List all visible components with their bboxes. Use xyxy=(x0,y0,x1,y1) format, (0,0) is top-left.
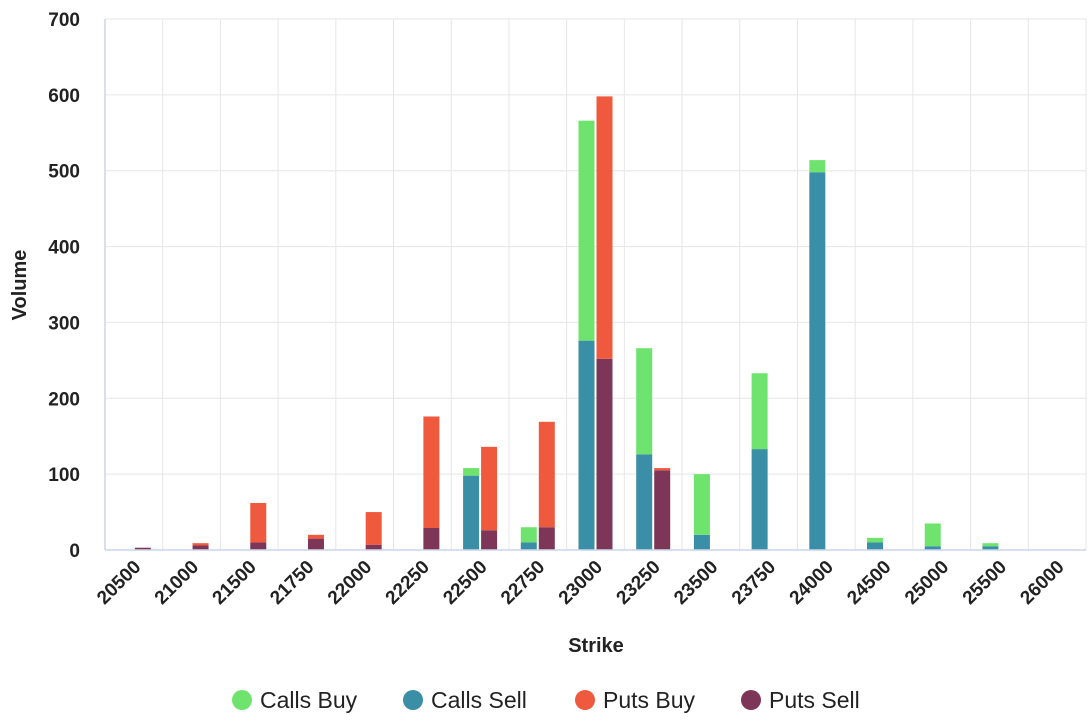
x-tick-label: 20500 xyxy=(93,557,145,609)
y-tick-label: 600 xyxy=(48,86,80,107)
y-axis-title: Volume xyxy=(9,250,31,321)
x-tick-label: 22000 xyxy=(324,557,376,609)
legend: Calls Buy Calls Sell Puts Buy Puts Sell xyxy=(232,687,860,713)
legend-label: Calls Buy xyxy=(260,687,358,713)
x-tick-label: 22750 xyxy=(497,557,549,609)
bar-puts-buy-21750[interactable] xyxy=(307,534,324,539)
legend-item-calls-sell[interactable]: Calls Sell xyxy=(403,687,527,713)
bar-calls-buy-23250[interactable] xyxy=(636,348,653,455)
bar-calls-sell-24000[interactable] xyxy=(809,172,826,550)
bar-puts-sell-21000[interactable] xyxy=(192,545,209,550)
bar-puts-buy-22500[interactable] xyxy=(481,446,498,531)
legend-item-calls-buy[interactable]: Calls Buy xyxy=(232,687,358,713)
bar-puts-sell-22500[interactable] xyxy=(481,530,498,550)
legend-marker xyxy=(741,690,761,710)
y-tick-label: 700 xyxy=(48,10,80,31)
x-tick-label: 21750 xyxy=(266,557,318,609)
legend-label: Puts Sell xyxy=(769,687,860,713)
bar-puts-buy-22250[interactable] xyxy=(423,416,440,529)
x-tick-label: 25000 xyxy=(901,557,953,609)
legend-label: Calls Sell xyxy=(431,687,527,713)
legend-marker xyxy=(403,690,423,710)
bar-calls-buy-24500[interactable] xyxy=(867,537,884,543)
x-tick-label: 23000 xyxy=(555,557,607,609)
x-tick-label: 23750 xyxy=(728,557,780,609)
x-axis-title: Strike xyxy=(568,635,624,657)
x-tick-label: 21500 xyxy=(209,557,261,609)
grid-lines xyxy=(105,18,1087,551)
x-tick-label: 24500 xyxy=(843,557,895,609)
bar-puts-buy-21000[interactable] xyxy=(192,543,209,546)
bar-puts-buy-22750[interactable] xyxy=(538,421,555,528)
legend-marker xyxy=(232,690,252,710)
bar-calls-sell-22500[interactable] xyxy=(463,475,480,550)
x-tick-label: 23250 xyxy=(613,557,665,609)
y-axis-ticks: 0 100 200 300 400 500 600 700 xyxy=(48,10,80,562)
legend-item-puts-buy[interactable]: Puts Buy xyxy=(575,687,696,713)
bar-puts-sell-22000[interactable] xyxy=(365,544,382,550)
y-tick-label: 200 xyxy=(48,389,80,410)
x-tick-label: 22250 xyxy=(382,557,434,609)
bar-calls-sell-23750[interactable] xyxy=(751,449,768,550)
x-tick-label: 26000 xyxy=(1016,557,1068,609)
bar-puts-buy-22000[interactable] xyxy=(365,512,382,545)
axes xyxy=(104,19,1086,551)
bar-puts-sell-22250[interactable] xyxy=(423,528,440,550)
bar-puts-buy-23000[interactable] xyxy=(596,96,613,359)
y-tick-label: 500 xyxy=(48,162,80,183)
bar-calls-sell-24500[interactable] xyxy=(867,542,884,550)
bar-puts-sell-21750[interactable] xyxy=(307,538,324,550)
bar-puts-sell-20500[interactable] xyxy=(134,547,151,550)
bar-calls-buy-25000[interactable] xyxy=(924,523,941,547)
bars xyxy=(134,96,999,550)
bar-calls-buy-23500[interactable] xyxy=(693,474,710,535)
y-tick-label: 100 xyxy=(48,465,80,486)
bar-puts-sell-23250[interactable] xyxy=(654,470,671,550)
bar-calls-sell-25000[interactable] xyxy=(924,546,941,550)
bar-calls-sell-23250[interactable] xyxy=(636,454,653,550)
x-tick-label: 22500 xyxy=(439,557,491,609)
y-tick-label: 400 xyxy=(48,238,80,259)
bar-calls-buy-23000[interactable] xyxy=(578,120,595,341)
bar-calls-buy-25500[interactable] xyxy=(982,543,999,547)
bar-puts-sell-21500[interactable] xyxy=(250,542,267,550)
legend-item-puts-sell[interactable]: Puts Sell xyxy=(741,687,860,713)
bar-calls-buy-24000[interactable] xyxy=(809,160,826,173)
y-tick-label: 300 xyxy=(48,313,80,334)
bar-calls-sell-22750[interactable] xyxy=(520,542,537,550)
bar-puts-buy-23250[interactable] xyxy=(654,468,671,471)
bar-calls-sell-23000[interactable] xyxy=(578,340,595,550)
x-tick-label: 25500 xyxy=(959,557,1011,609)
bar-puts-buy-21500[interactable] xyxy=(250,502,267,543)
x-tick-label: 24000 xyxy=(786,557,838,609)
bar-calls-sell-23500[interactable] xyxy=(693,534,710,550)
x-tick-label: 21000 xyxy=(151,557,203,609)
bar-calls-buy-23750[interactable] xyxy=(751,373,768,450)
x-axis-ticks: 20500 21000 21500 21750 22000 22250 22500 22750… xyxy=(93,557,1069,609)
y-tick-label: 0 xyxy=(69,541,80,562)
x-tick-label: 23500 xyxy=(670,557,722,609)
bar-calls-buy-22500[interactable] xyxy=(463,468,480,476)
bar-calls-sell-25500[interactable] xyxy=(982,546,999,550)
bar-puts-sell-23000[interactable] xyxy=(596,358,613,550)
legend-label: Puts Buy xyxy=(603,687,696,713)
bar-calls-buy-22750[interactable] xyxy=(520,527,537,543)
legend-marker xyxy=(575,690,595,710)
bar-puts-sell-22750[interactable] xyxy=(538,527,555,550)
